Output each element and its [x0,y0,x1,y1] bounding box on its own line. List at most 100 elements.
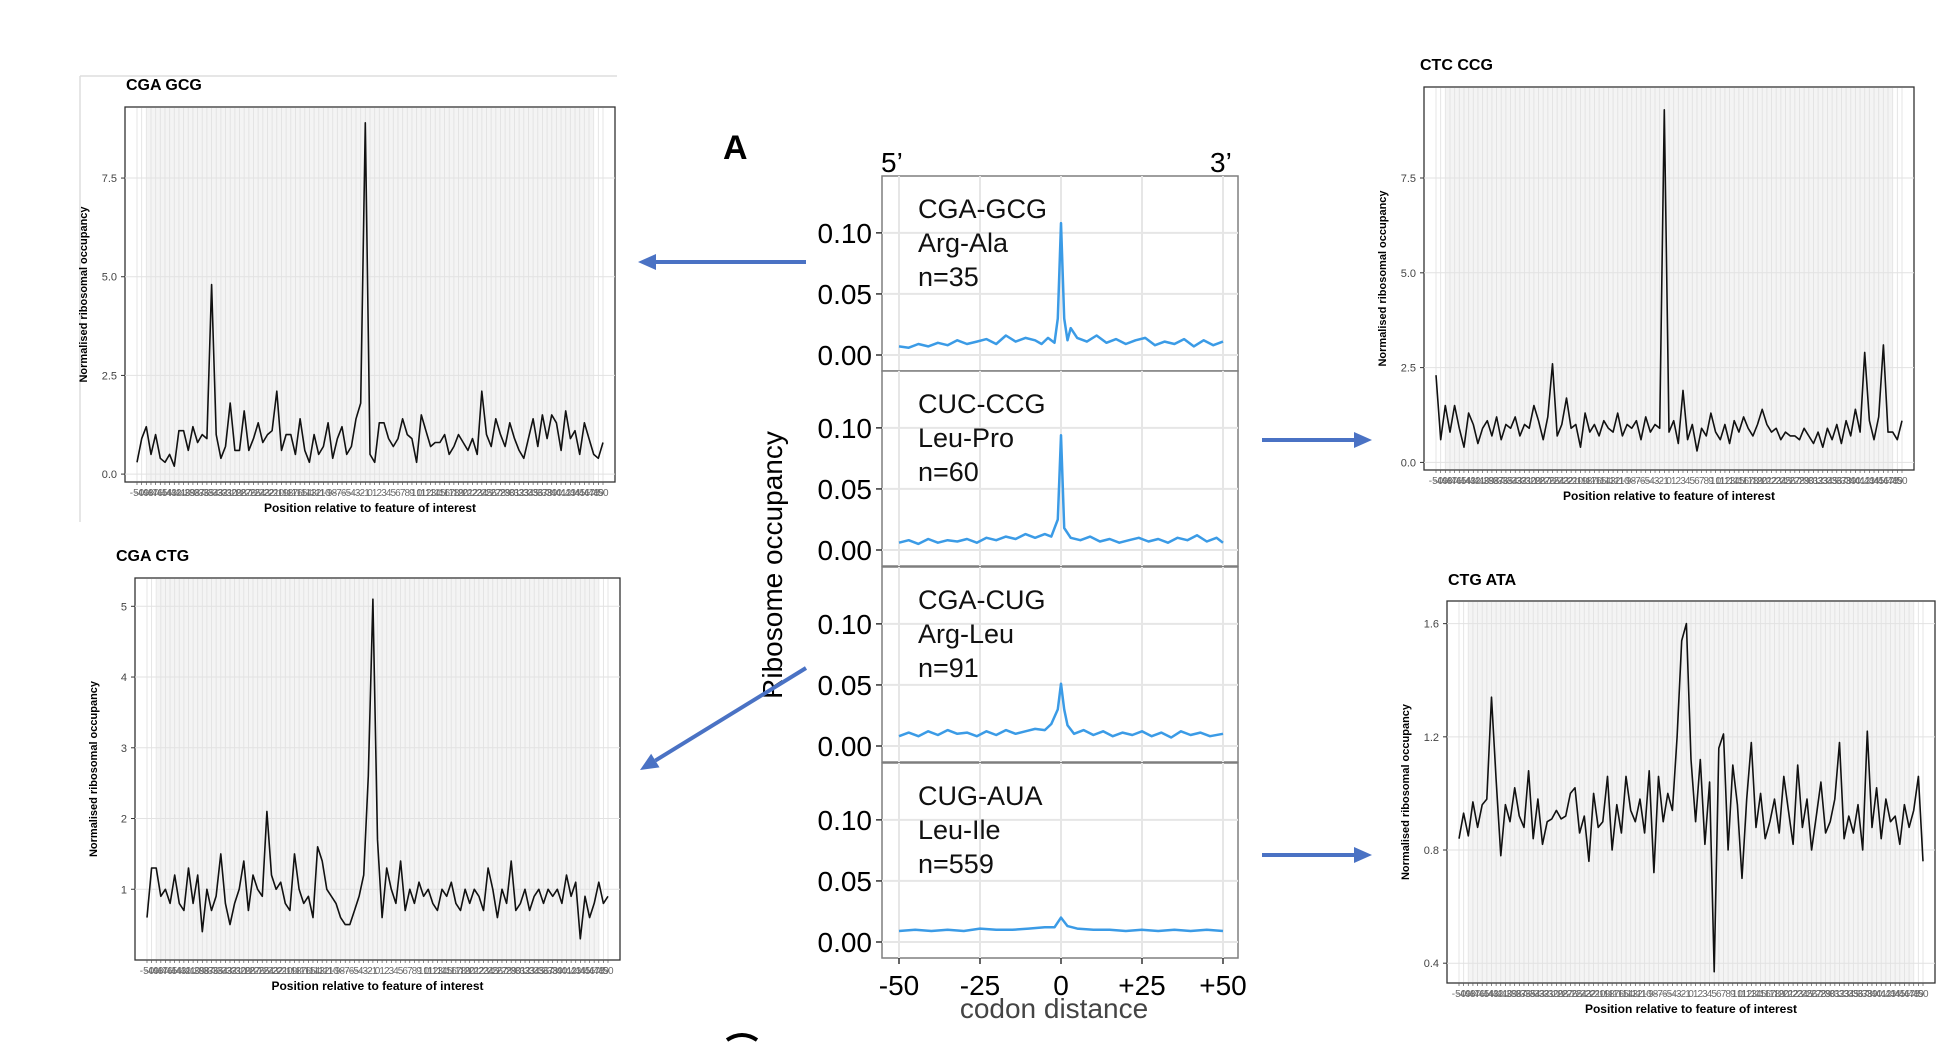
center-y-axis-label: Ribosome occupancy [757,431,788,699]
center-y-tick-label: 0.10 [818,413,873,444]
x-tick-label: -21 [265,488,280,499]
x-tick-label: 15 [441,966,453,977]
x-tick-label: -42 [1466,476,1481,487]
x-tick-label: 4 [1707,989,1713,1000]
x-tick-label: 34 [1822,476,1834,487]
x-tick-label: -32 [1535,989,1550,1000]
x-tick-label: -16 [297,966,312,977]
x-tick-label: 14 [1750,989,1762,1000]
x-tick-label: 42 [1859,476,1871,487]
y-axis-label: Normalised ribosomal occupancy [78,206,90,383]
x-tick-label: 17 [444,488,456,499]
x-tick-label: 3 [1702,989,1708,1000]
x-tick-label: 12 [1719,476,1731,487]
x-tick-label: -16 [288,488,303,499]
center-y-tick-label: 0.05 [818,279,873,310]
series-line [136,122,604,467]
x-tick-label: 19 [1774,989,1786,1000]
x-tick-label: -29 [1527,476,1542,487]
chart-cga-gcg: CGA GCG0.02.55.07.5-50-49-48-47-46-45-44… [78,75,617,522]
x-tick-label: 35 [528,488,540,499]
x-tick-label: 23 [1771,476,1783,487]
x-tick-label: -23 [1555,476,1570,487]
x-tick-label: -25 [255,966,270,977]
x-tick-label: 26 [1806,989,1818,1000]
x-tick-label: -46 [1447,476,1462,487]
x-tick-label: -12 [1628,989,1643,1000]
x-tick-label: 7 [400,488,406,499]
x-tick-label: 34 [1843,989,1855,1000]
x-tick-label: 13 [1746,989,1758,1000]
x-tick-label: 29 [1799,476,1811,487]
x-tick-label: 28 [501,966,513,977]
center-y-tick-label: 0.10 [818,609,873,640]
x-tick-label: -21 [273,966,288,977]
x-tick-label: 39 [1845,476,1857,487]
x-tick-label: -47 [144,488,159,499]
x-tick-label: -19 [274,488,289,499]
facet-label: Leu-Ile [918,815,1001,845]
facet-series-line [898,221,1224,349]
x-tick-label: 38 [1841,476,1853,487]
x-tick-label: 23 [478,966,490,977]
x-tick-label: 14 [430,488,442,499]
x-tick-label: 45 [574,488,586,499]
x-tick-label: 45 [1894,989,1906,1000]
x-tick-label: 14 [1729,476,1741,487]
x-tick-label: -29 [1549,989,1564,1000]
x-tick-label: -1 [1660,476,1669,487]
x-tick-label: -14 [298,488,313,499]
x-tick-label: 29 [500,488,512,499]
center-x-ticks: -50 -25 0 +25 +50 [879,958,1247,1001]
x-tick-label: 42 [560,488,572,499]
x-tick-label: 46 [1878,476,1890,487]
five-prime-label: 5’ [881,147,903,178]
x-tick-label: 7 [1721,989,1727,1000]
x-tick-label: 44 [1868,476,1880,487]
x-tick-label: -50 [130,488,145,499]
x-tick-label: 50 [1896,476,1908,487]
x-tick-label: 15 [1733,476,1745,487]
x-tick-label: -27 [237,488,252,499]
x-tick-label: -30 [1545,989,1560,1000]
x-tick-label: -34 [1503,476,1518,487]
x-tick-label: 48 [593,966,605,977]
x-tick-label: 40 [1850,476,1862,487]
x-tick-label: 23 [1792,989,1804,1000]
center-x-tick-label: +25 [1118,970,1166,1001]
x-tick-label: -50 [1452,989,1467,1000]
x-tick-label: 19 [460,966,472,977]
x-tick-label: 41 [1854,476,1866,487]
center-y-tick-label: 0.05 [818,866,873,897]
x-tick-label: -18 [1600,989,1615,1000]
x-tick-label: -4 [1646,476,1655,487]
x-tick-label: -41 [181,966,196,977]
series-line [1435,109,1903,452]
x-tick-label: -40 [1475,476,1490,487]
x-tick-label: -44 [167,966,182,977]
x-tick-label: 10 [418,966,430,977]
x-tick-label: 37 [1836,476,1848,487]
x-tick-label: 10 [411,488,423,499]
x-tick-label: 8 [1703,476,1709,487]
x-tick-label: 6 [402,966,408,977]
x-tick-label: -7 [333,488,342,499]
x-tick-label: 49 [1913,989,1925,1000]
x-tick-label: 7 [1699,476,1705,487]
x-tick-label: -8 [1627,476,1636,487]
x-tick-label: -11 [320,966,334,977]
x-axis-label: Position relative to feature of interest [264,501,476,515]
x-tick-label: -23 [256,488,271,499]
x-tick-label: -45 [1452,476,1467,487]
x-tick-label: -44 [158,488,173,499]
x-tick-label: 41 [561,966,573,977]
facet-label: Leu-Pro [918,423,1014,453]
arrow-head [640,753,660,770]
x-tick-label: -11 [1633,989,1647,1000]
x-tick-label: 27 [1789,476,1801,487]
x-tick-label: 16 [439,488,451,499]
x-tick-label: 11 [1737,989,1748,1000]
x-tick-label: 30 [1825,989,1837,1000]
x-axis-label: Position relative to feature of interest [1585,1002,1797,1016]
x-tick-label: 31 [1829,989,1841,1000]
